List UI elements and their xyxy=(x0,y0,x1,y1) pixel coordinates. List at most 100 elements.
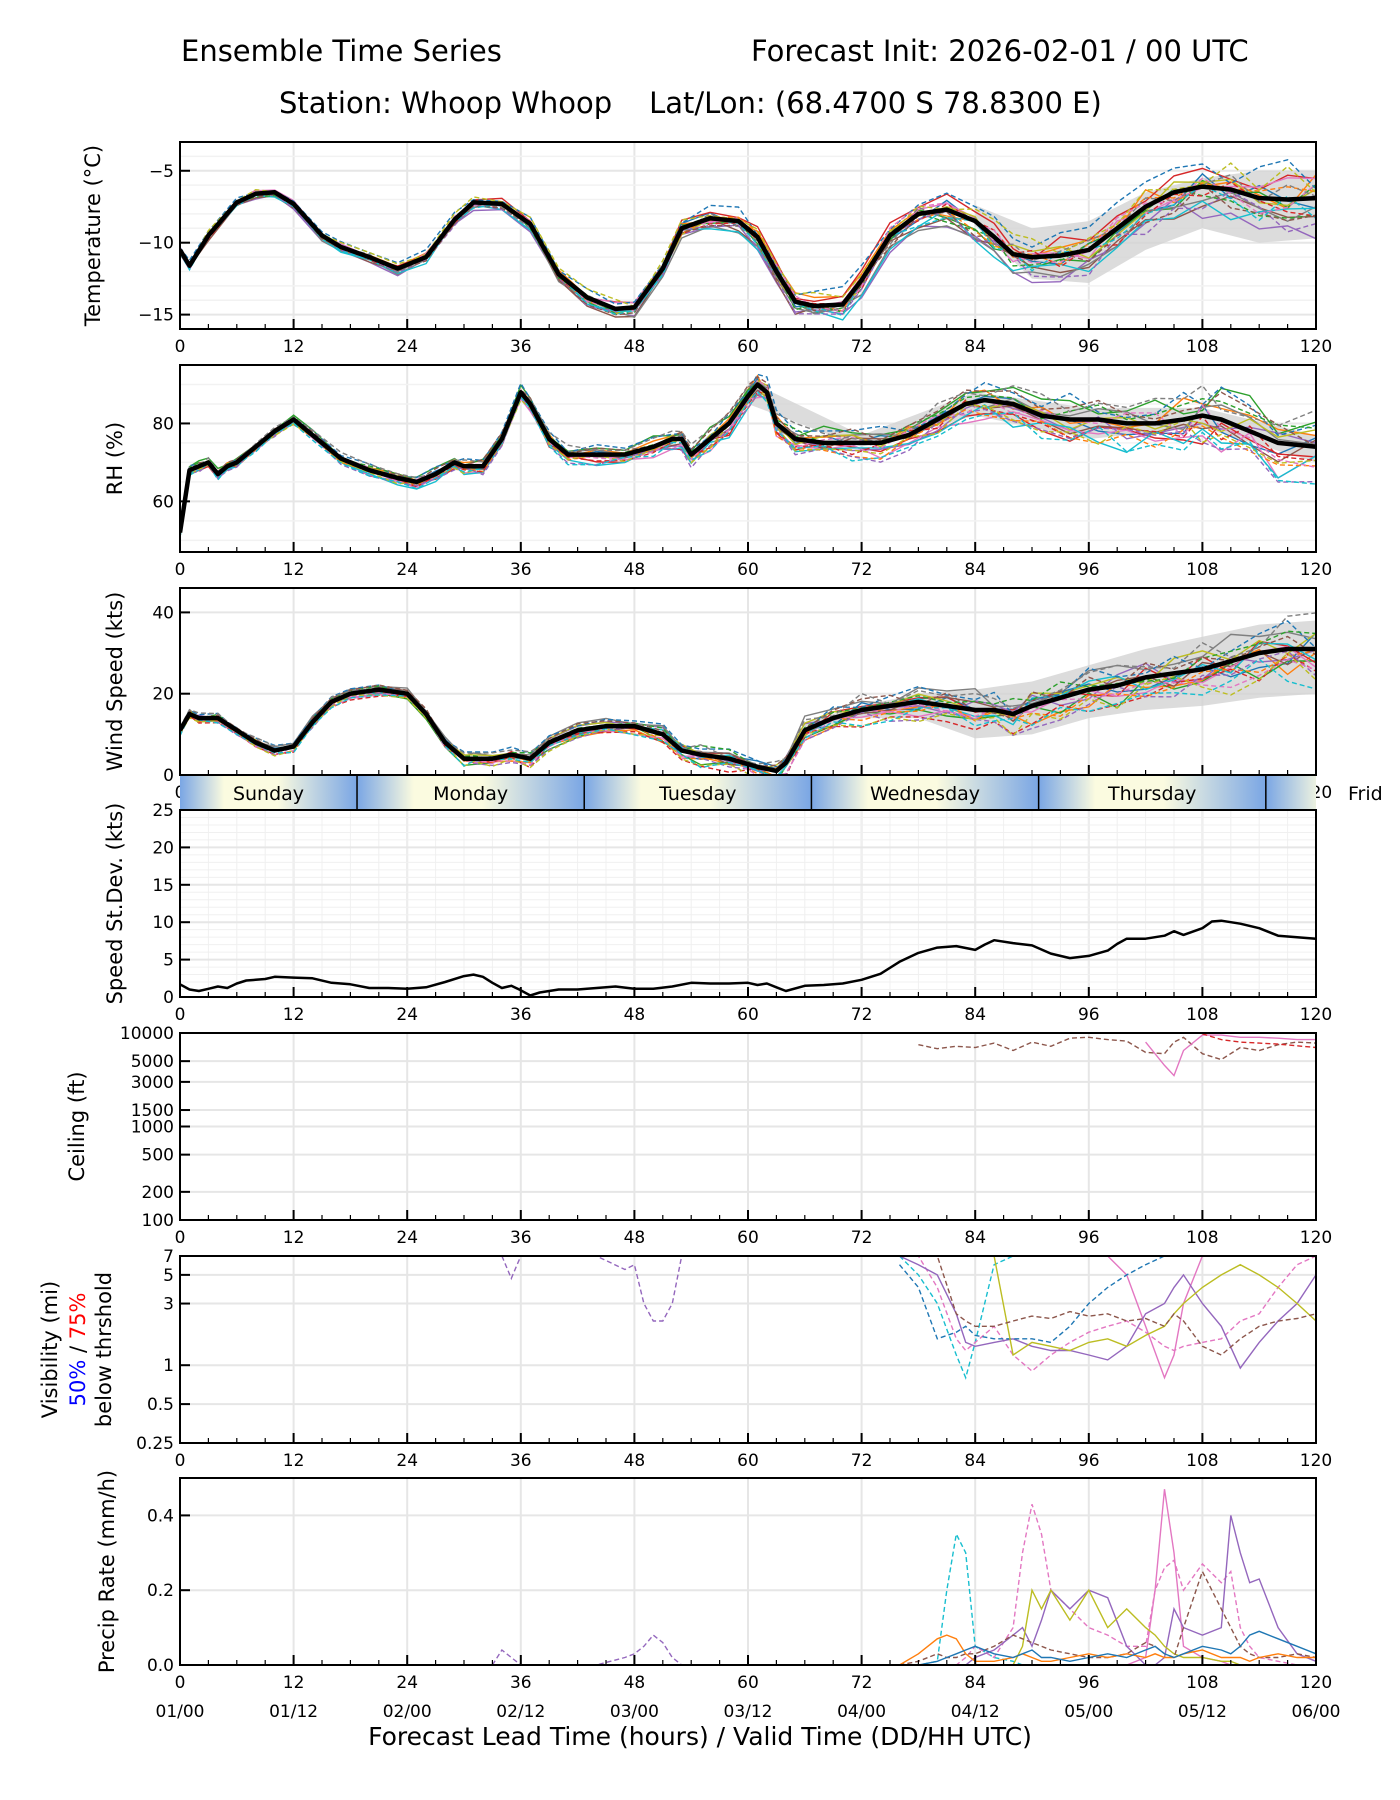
y-tick-label: 20 xyxy=(152,838,174,858)
panel-speed_stdev: 0 12 24 36 48 60 72 84 96 108 120 0 5 10 15 20 25 Speed S… xyxy=(103,801,1332,1025)
panel-rh: 0 12 24 36 48 60 72 84 96 108 120 60 80 RH (%) xyxy=(103,364,1332,580)
y-axis-label: Temperature (°C) xyxy=(81,145,105,327)
x-tick-label: 36 xyxy=(510,1673,532,1693)
threshold-separator: / xyxy=(66,1339,90,1359)
x-tick-label: 72 xyxy=(851,560,873,580)
valid-time-label: 03/00 xyxy=(610,1702,659,1722)
valid-time-label: 03/12 xyxy=(724,1702,773,1722)
y-tick-label: 0 xyxy=(163,766,174,786)
x-tick-label: 120 xyxy=(1300,560,1332,580)
plot-area xyxy=(491,1489,1316,1665)
ensemble-member-line xyxy=(180,190,1316,315)
x-tick-label: 0 xyxy=(175,560,186,580)
grid xyxy=(179,1032,1317,1221)
ensemble-member-line xyxy=(180,658,1316,775)
ensemble-member-line xyxy=(899,1256,1316,1356)
x-tick-label: 72 xyxy=(851,1228,873,1248)
y-tick-label: 200 xyxy=(142,1183,174,1203)
plot-area xyxy=(180,612,1316,775)
x-tick-label: 108 xyxy=(1186,337,1218,357)
ensemble-member-line xyxy=(180,382,1316,530)
y-tick-label: 7 xyxy=(163,1247,174,1267)
y-axis-label: Speed St.Dev. (kts) xyxy=(103,803,127,1005)
panel-ceiling: 0 12 24 36 48 60 72 84 96 108 120 100 200 500 10001500… xyxy=(65,1024,1332,1248)
x-tick-label: 108 xyxy=(1186,560,1218,580)
valid-time-label: 02/00 xyxy=(383,1702,432,1722)
day-label: Tuesday xyxy=(658,783,736,805)
x-tick-label: 12 xyxy=(283,337,305,357)
x-tick-label: 60 xyxy=(737,337,759,357)
chart-title: Ensemble Time Series xyxy=(181,34,502,68)
y-tick-label: −15 xyxy=(138,306,174,326)
x-tick-label: 12 xyxy=(283,1673,305,1693)
x-tick-label: 120 xyxy=(1300,1005,1332,1025)
x-tick-label: 84 xyxy=(964,560,986,580)
x-axis-label: Forecast Lead Time (hours) / Valid Time … xyxy=(368,1722,1032,1751)
ensemble-mean-line xyxy=(180,184,1316,312)
stdev-line xyxy=(180,919,1316,997)
x-tick-label: 36 xyxy=(510,1451,532,1471)
y-tick-label: 15 xyxy=(152,876,174,896)
day-label: Wednesday xyxy=(870,783,980,805)
day-label: Frid xyxy=(1348,783,1383,805)
ensemble-member-line xyxy=(898,1256,1316,1344)
y-tick-label: 3000 xyxy=(131,1073,174,1093)
valid-time-label: 02/12 xyxy=(496,1702,545,1722)
x-tick-label: 36 xyxy=(510,1228,532,1248)
y-tick-label: 10 xyxy=(152,913,174,933)
threshold-75-label: 75% xyxy=(66,1293,90,1340)
panel-temperature: 0 12 24 36 48 60 72 84 96 108 120 −15 −10 −5 Temperatu… xyxy=(81,141,1332,357)
x-tick-label: 36 xyxy=(510,560,532,580)
y-tick-label: 0.4 xyxy=(147,1506,174,1526)
x-tick-label: 96 xyxy=(1078,560,1100,580)
y-tick-label: 0.0 xyxy=(147,1656,174,1676)
y-tick-label: 5 xyxy=(163,951,174,971)
x-tick-label: 36 xyxy=(510,337,532,357)
threshold-label: 50% / 75% xyxy=(66,1293,90,1407)
y-axis-label: Precip Rate (mm/h) xyxy=(95,1470,119,1673)
x-tick-label: 60 xyxy=(737,1451,759,1471)
x-tick-label: 48 xyxy=(624,337,646,357)
y-tick-label: 500 xyxy=(142,1146,174,1166)
y-tick-label: 5 xyxy=(163,1266,174,1286)
ensemble-member-line xyxy=(899,1630,1316,1665)
y-tick-label: 100 xyxy=(142,1211,174,1231)
grid xyxy=(179,1255,1317,1444)
ensemble-member-line xyxy=(918,1036,1316,1061)
x-tick-label: 120 xyxy=(1300,1228,1332,1248)
y-tick-label: 5000 xyxy=(131,1052,174,1072)
ensemble-member-line xyxy=(180,390,1316,538)
x-tick-label: 0 xyxy=(175,337,186,357)
ensemble-member-line xyxy=(180,652,1316,775)
y-tick-label: 1000 xyxy=(131,1118,174,1138)
valid-time-label: 05/00 xyxy=(1064,1702,1113,1722)
ensemble-member-line xyxy=(180,194,1316,321)
y-axis-label: Wind Speed (kts) xyxy=(103,592,127,772)
x-tick-label: 24 xyxy=(396,1228,418,1248)
spread-band xyxy=(975,170,1316,283)
x-tick-label: 72 xyxy=(851,1005,873,1025)
y-tick-label: 10000 xyxy=(120,1024,174,1044)
x-tick-label: 48 xyxy=(624,1451,646,1471)
day-segment xyxy=(1265,776,1316,809)
y-tick-label: 1 xyxy=(163,1356,174,1376)
x-tick-label: 96 xyxy=(1078,1451,1100,1471)
x-tick-label: 84 xyxy=(964,1228,986,1248)
x-tick-label: 48 xyxy=(624,560,646,580)
y-tick-label: 0.5 xyxy=(147,1395,174,1415)
x-tick-label: 12 xyxy=(283,1005,305,1025)
x-tick-label: 120 xyxy=(1300,1451,1332,1471)
ensemble-mean-line xyxy=(180,382,1316,533)
plot-area xyxy=(501,1256,1316,1380)
grid xyxy=(179,1478,1317,1666)
ensemble-member-line xyxy=(899,1256,1316,1357)
ensemble-member-line xyxy=(180,612,1316,765)
y-tick-label: 25 xyxy=(152,801,174,821)
x-tick-label: 120 xyxy=(1300,337,1332,357)
x-tick-label: 84 xyxy=(964,337,986,357)
y-tick-label: 0.2 xyxy=(147,1581,174,1601)
x-tick-label: 120 xyxy=(1300,1673,1332,1693)
panel-visibility: 0 12 24 36 48 60 72 84 96 108 120 0.25 0.5 1 3 57 Visibi… xyxy=(38,1247,1332,1471)
x-tick-label: 72 xyxy=(851,337,873,357)
